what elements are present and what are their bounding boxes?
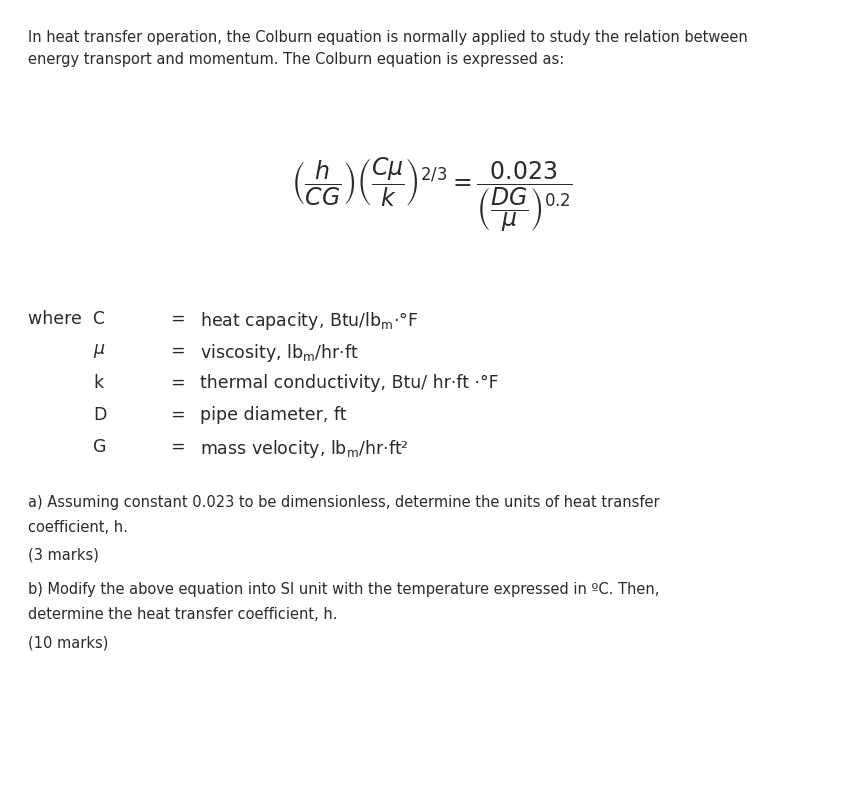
Text: k: k [93, 374, 103, 392]
Text: =: = [170, 406, 185, 424]
Text: =: = [170, 342, 185, 360]
Text: (10 marks): (10 marks) [28, 635, 109, 650]
Text: coefficient, h.: coefficient, h. [28, 520, 128, 535]
Text: pipe diameter, ft: pipe diameter, ft [200, 406, 347, 424]
Text: =: = [170, 374, 185, 392]
Text: mass velocity, lb$_\mathregular{m}$/hr·ft²: mass velocity, lb$_\mathregular{m}$/hr·f… [200, 438, 409, 460]
Text: $\left(\dfrac{h}{CG}\right)\left(\dfrac{C\mu}{k}\right)^{2/3} = \dfrac{0.023}{\l: $\left(\dfrac{h}{CG}\right)\left(\dfrac{… [291, 156, 572, 234]
Text: where  C: where C [28, 310, 105, 328]
Text: =: = [170, 438, 185, 456]
Text: determine the heat transfer coefficient, h.: determine the heat transfer coefficient,… [28, 607, 337, 622]
Text: (3 marks): (3 marks) [28, 548, 99, 563]
Text: energy transport and momentum. The Colburn equation is expressed as:: energy transport and momentum. The Colbu… [28, 52, 564, 67]
Text: thermal conductivity, Btu/ hr·ft ·°F: thermal conductivity, Btu/ hr·ft ·°F [200, 374, 499, 392]
Text: b) Modify the above equation into SI unit with the temperature expressed in ºC. : b) Modify the above equation into SI uni… [28, 582, 659, 597]
Text: $\mu$: $\mu$ [93, 342, 105, 360]
Text: =: = [170, 310, 185, 328]
Text: viscosity, lb$_\mathregular{m}$/hr·ft: viscosity, lb$_\mathregular{m}$/hr·ft [200, 342, 359, 364]
Text: In heat transfer operation, the Colburn equation is normally applied to study th: In heat transfer operation, the Colburn … [28, 30, 747, 45]
Text: G: G [93, 438, 106, 456]
Text: a) Assuming constant 0.023 to be dimensionless, determine the units of heat tran: a) Assuming constant 0.023 to be dimensi… [28, 495, 659, 510]
Text: D: D [93, 406, 106, 424]
Text: heat capacity, Btu/lb$_\mathregular{m}$·°F: heat capacity, Btu/lb$_\mathregular{m}$·… [200, 310, 419, 332]
